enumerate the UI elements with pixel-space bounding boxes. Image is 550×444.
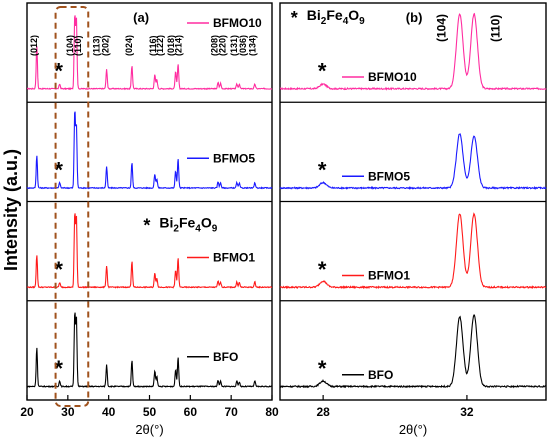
hkl-label: (110)	[73, 35, 83, 56]
series-line-bfmo10	[27, 15, 273, 91]
impurity-star: *	[54, 356, 63, 381]
x-tick-label: 50	[143, 405, 157, 419]
hkl-label: (024)	[124, 35, 134, 56]
impurity-legend-star: *	[291, 8, 298, 28]
hkl-label: (214)	[173, 35, 183, 56]
x-tick-label: 20	[20, 405, 34, 419]
x-tick-label: 70	[224, 405, 238, 419]
x-tick-label: 60	[184, 405, 198, 419]
hkl-label: (012)	[29, 35, 39, 56]
hkl-label: (104)	[434, 14, 448, 42]
impurity-star: *	[54, 58, 63, 83]
legend-label: BFO	[368, 368, 393, 382]
x-tick-label: 30	[61, 405, 75, 419]
legend-label: BFMO5	[213, 151, 255, 165]
panel-a: BFMO10 * BFMO5 * BFMO1 * BFO * 20 30 40 50 60 70 80 2θ(…	[20, 2, 279, 437]
hkl-label: (036)	[238, 35, 248, 56]
hkl-label: (113)	[92, 35, 102, 56]
hkl-label: (220)	[217, 35, 227, 56]
x-tick-label: 40	[102, 405, 116, 419]
impurity-star: *	[54, 158, 63, 183]
impurity-legend-formula: Bi2Fe4O9	[159, 215, 217, 235]
y-axis-label: Intensity (a.u.)	[1, 149, 21, 271]
legend-label: BFMO10	[368, 70, 417, 84]
hkl-label: (122)	[155, 35, 165, 56]
x-axis-label: 2θ(°)	[399, 422, 427, 437]
hkl-label: (208)	[209, 35, 219, 56]
series-line-bfmo10	[279, 12, 547, 91]
x-tick-label: 80	[265, 405, 279, 419]
hkl-label: (104)	[65, 35, 75, 56]
series-line-bfo	[26, 312, 273, 389]
highlight-box	[54, 6, 90, 407]
legend-label: BFMO5	[368, 169, 410, 183]
panel-label: (b)	[406, 10, 423, 25]
hkl-label: (116)	[148, 35, 158, 56]
x-tick-label: 28	[316, 405, 330, 419]
series-line-bfmo5	[279, 133, 547, 190]
series-line-bfo	[279, 314, 547, 389]
legend-label: BFMO10	[213, 16, 262, 30]
x-tick-label: 32	[460, 405, 474, 419]
legend-label: BFMO1	[213, 251, 255, 265]
hkl-label: (202)	[101, 35, 111, 56]
hkl-label: (134)	[248, 35, 258, 56]
panel-label: (a)	[133, 10, 149, 25]
series-line-bfmo1	[26, 213, 273, 289]
x-axis-label: 2θ(°)	[135, 422, 163, 437]
impurity-star: *	[54, 257, 63, 282]
impurity-star: *	[318, 257, 327, 282]
legend-label: BFMO1	[368, 269, 410, 283]
impurity-legend-star: *	[143, 216, 150, 236]
legend-label: BFO	[213, 350, 238, 364]
series-line-bfmo1	[279, 212, 547, 290]
hkl-label: (131)	[229, 35, 239, 56]
series-line-bfmo5	[26, 111, 273, 190]
panel-b: BFMO10 * BFMO5 * BFMO1 * BFO * 28 32 2θ(°) (b) (104)…	[279, 2, 547, 437]
hkl-label: (110)	[488, 15, 502, 42]
impurity-star: *	[318, 58, 327, 83]
impurity-star: *	[318, 158, 327, 183]
hkl-label: (018)	[166, 35, 176, 56]
impurity-legend-formula: Bi2Fe4O9	[307, 7, 365, 27]
impurity-star: *	[318, 356, 327, 381]
